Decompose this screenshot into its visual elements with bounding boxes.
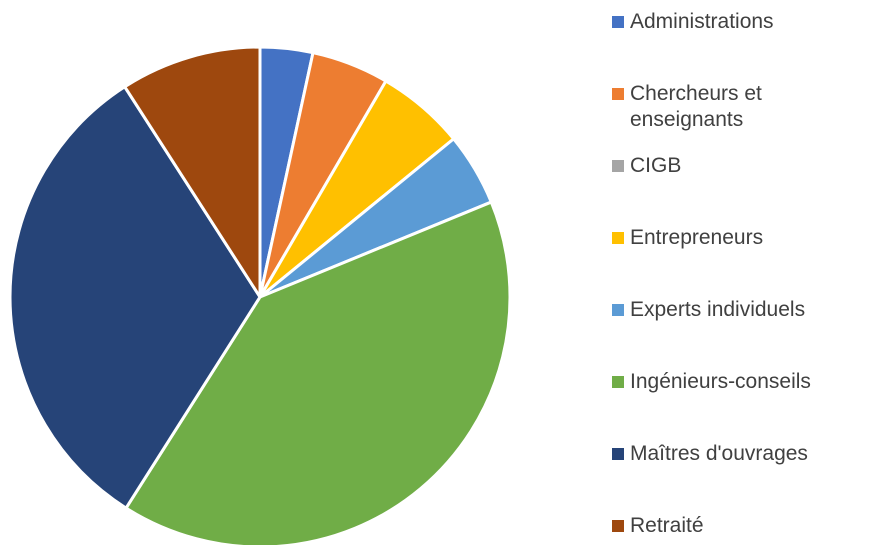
pie-slice [123, 45, 262, 299]
legend-label: Ingénieurs-conseils [630, 370, 811, 393]
legend-item: Entrepreneurs [612, 225, 852, 251]
legend-label: Administrations [630, 10, 774, 33]
legend-swatch [612, 448, 624, 460]
legend-swatch [612, 232, 624, 244]
legend-item: Ingénieurs-conseils [612, 369, 852, 395]
legend-item: Chercheurs et enseignants [612, 81, 852, 133]
legend-label: Chercheurs et enseignants [630, 82, 762, 131]
pie-slice [8, 85, 262, 510]
legend-swatch [612, 160, 624, 172]
legend-label: Entrepreneurs [630, 226, 764, 249]
legend-swatch [612, 88, 624, 100]
legend-label: Retraité [630, 514, 704, 537]
pie-slice [124, 200, 512, 545]
legend-label: Experts individuels [630, 298, 806, 321]
legend-swatch [612, 520, 624, 532]
legend-swatch [612, 16, 624, 28]
legend-item: Retraité [612, 513, 852, 539]
legend-swatch [612, 376, 624, 388]
legend-swatch [612, 304, 624, 316]
legend-label: CIGB [630, 154, 682, 177]
legend-item: Experts individuels [612, 297, 852, 323]
pie-chart [8, 45, 512, 545]
legend-label: Maîtres d'ouvrages [630, 442, 808, 465]
legend-item: Maîtres d'ouvrages [612, 441, 852, 467]
legend-item: Administrations [612, 9, 852, 35]
legend-item: CIGB [612, 153, 852, 179]
